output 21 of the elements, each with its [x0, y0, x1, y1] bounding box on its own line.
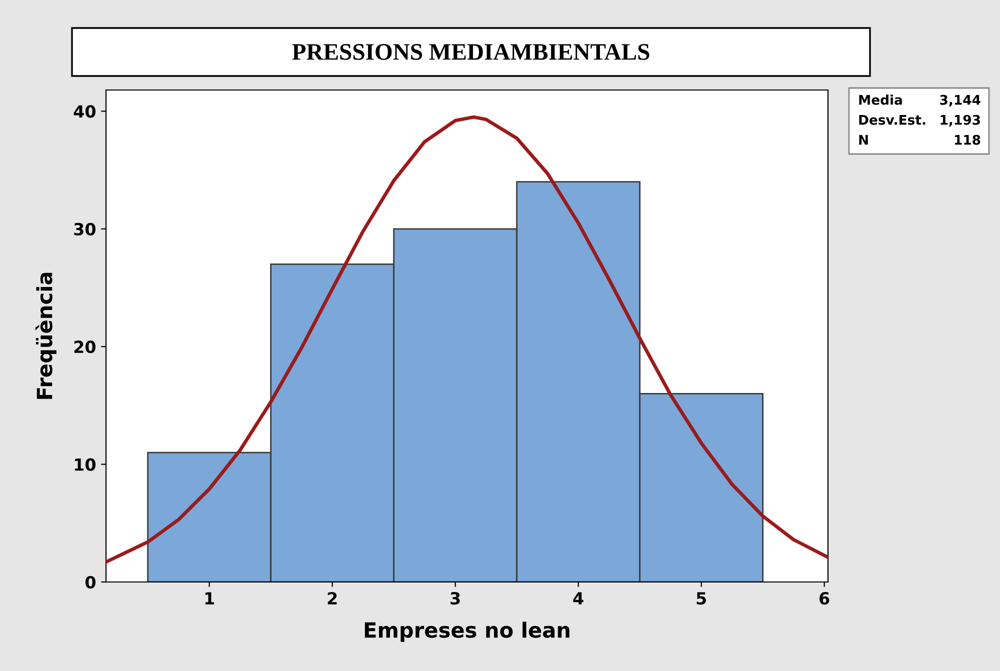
text: Media: [859, 94, 902, 105]
chart-title: PRESSIONS MEDIAMBIENTALS: [292, 44, 650, 60]
line-series: [106, 115, 828, 564]
x-tick-label: 3: [450, 592, 460, 605]
text: 1,193: [940, 114, 980, 127]
y-tick-label: 20: [74, 340, 96, 354]
x-tick-label: 1: [205, 592, 214, 604]
y-tick-label: 10: [74, 458, 96, 471]
text: Desv.Est.: [859, 115, 926, 125]
x-tick-label: 4: [573, 592, 584, 604]
text: 118: [954, 134, 980, 145]
x-tick-label: 6: [820, 592, 830, 605]
y-tick-label: 0: [85, 576, 96, 589]
x-tick-label: 2: [328, 592, 337, 604]
y-tick-label: 40: [74, 105, 96, 118]
y-tick-label: 30: [74, 222, 96, 236]
text: 3,144: [940, 94, 980, 107]
text: N: [859, 135, 868, 145]
x-axis-title: Empreses no lean: [364, 622, 570, 642]
y-axis-title: Freqüència: [35, 272, 56, 399]
x-tick-label: 5: [696, 592, 706, 605]
